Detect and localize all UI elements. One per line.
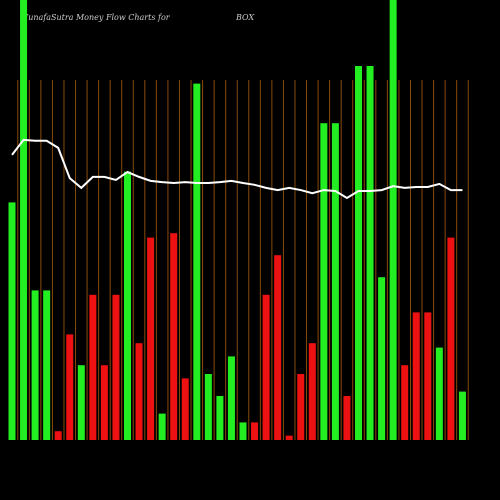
bar	[100, 365, 108, 440]
bar	[343, 396, 351, 440]
bar	[204, 374, 212, 440]
bar	[447, 237, 455, 440]
bar	[77, 365, 85, 440]
bar	[435, 347, 443, 440]
bar	[401, 365, 409, 440]
bar	[158, 413, 166, 440]
bar	[8, 202, 16, 440]
bar	[274, 255, 282, 440]
bar	[378, 277, 386, 440]
flow-line	[11, 138, 463, 200]
bar	[227, 356, 235, 440]
bar	[216, 396, 224, 440]
bar	[181, 378, 189, 440]
bar	[135, 343, 143, 440]
bar	[66, 334, 74, 440]
bar	[20, 0, 28, 440]
bar	[112, 294, 120, 440]
bar	[366, 66, 374, 440]
bar	[147, 237, 155, 440]
bar	[320, 123, 328, 440]
bar	[170, 233, 178, 440]
bar	[412, 312, 420, 440]
bar	[355, 66, 362, 440]
bar	[251, 422, 259, 440]
bar	[124, 171, 131, 440]
bar	[331, 123, 339, 440]
bar	[89, 294, 97, 440]
bar	[285, 435, 293, 440]
bar	[31, 290, 39, 440]
symbol: BOX	[235, 13, 254, 22]
chart-title: MunafaSutra Money Flow Charts for	[19, 13, 171, 22]
bar	[458, 391, 466, 440]
bar	[389, 0, 397, 440]
bar	[297, 374, 305, 440]
bar	[193, 83, 201, 440]
bar	[239, 422, 247, 440]
bar	[43, 290, 51, 440]
bar	[424, 312, 432, 440]
bar	[54, 431, 62, 440]
bar	[262, 294, 270, 440]
bar	[308, 343, 316, 440]
